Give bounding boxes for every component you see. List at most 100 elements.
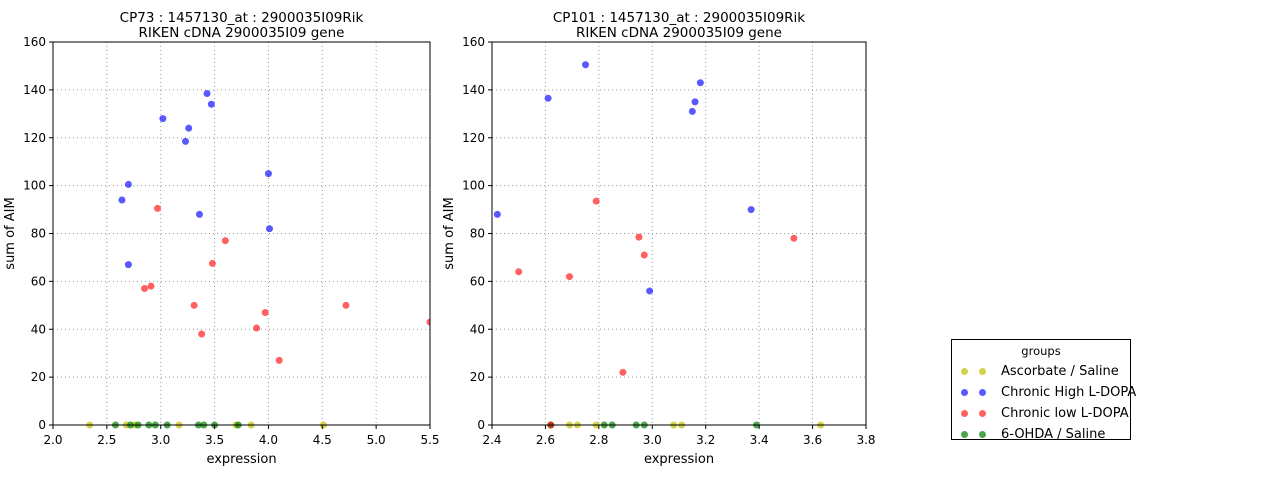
legend-marker-icon <box>979 368 986 375</box>
series <box>493 61 755 295</box>
y-tick-label: 40 <box>31 322 46 336</box>
scatter-point <box>264 170 272 178</box>
legend-box: groups Ascorbate / Saline Chronic High L-… <box>951 339 1136 442</box>
scatter-point <box>646 287 654 295</box>
legend-entry: Chronic low L-DOPA <box>952 403 1130 424</box>
x-tick-label: 3.8 <box>856 433 875 447</box>
y-tick-label: 60 <box>31 274 46 288</box>
x-tick-label: 5.0 <box>367 433 386 447</box>
chart-subtitle: RIKEN cDNA 2900035I09 gene <box>139 25 345 41</box>
x-tick-label: 2.6 <box>536 433 555 447</box>
series <box>118 89 274 269</box>
x-tick-label: 3.5 <box>205 433 224 447</box>
scatter-point <box>198 330 206 338</box>
y-tick-label: 20 <box>31 370 46 384</box>
legend-marker-icon <box>979 410 986 417</box>
legend-entry: Chronic High L-DOPA <box>952 382 1136 403</box>
y-tick-label: 60 <box>470 274 485 288</box>
scatter-point <box>147 282 155 290</box>
y-axis-label: sum of AIM <box>3 197 18 269</box>
scatter-point <box>582 61 589 69</box>
chart-1: 2.4 2.6 2.8 3.0 3.2 3.4 3.6 3.8 0 20 40 60 80 100 120 1… <box>442 10 876 467</box>
legend-entry: 6-OHDA / Saline <box>952 424 1130 445</box>
scatter-point <box>790 234 798 242</box>
points-layer <box>86 89 430 429</box>
scatter-point <box>261 308 269 316</box>
x-tick-label: 5.5 <box>420 433 439 447</box>
scatter-point <box>592 197 600 205</box>
y-tick-label: 20 <box>470 370 485 384</box>
x-tick-label: 3.4 <box>750 433 769 447</box>
scatter-point <box>691 98 699 106</box>
x-tick-label: 2.0 <box>43 433 62 447</box>
scatter-point <box>124 261 132 269</box>
legend-title: groups <box>1021 344 1061 358</box>
x-tick-label: 2.8 <box>589 433 608 447</box>
legend-entry-label: 6-OHDA / Saline <box>1001 427 1106 442</box>
scatter-point <box>153 204 161 212</box>
scatter-point <box>619 368 627 376</box>
y-tick-label: 120 <box>23 131 46 145</box>
x-tick-label: 3.0 <box>643 433 662 447</box>
y-tick-label: 160 <box>23 35 46 49</box>
y-tick-label: 140 <box>23 83 46 97</box>
x-tick-label: 3.0 <box>151 433 170 447</box>
legend-marker-icon <box>979 431 986 438</box>
legend-entries: Ascorbate / Saline Chronic High L-DOPA Chr… <box>952 361 1136 445</box>
legend-marker-icon <box>961 389 968 396</box>
chart-0: 2.0 2.5 3.0 3.5 4.0 4.5 5.0 5.5 0 20 40 60 80 100 120 1… <box>3 10 440 467</box>
scatter-point <box>426 318 430 326</box>
y-tick-label: 160 <box>462 35 485 49</box>
y-tick-label: 100 <box>462 179 485 193</box>
y-tick-label: 140 <box>462 83 485 97</box>
scatter-point <box>515 268 523 276</box>
legend-entry-label: Ascorbate / Saline <box>1001 364 1119 379</box>
scatter-point <box>185 124 193 132</box>
x-tick-label: 3.6 <box>803 433 822 447</box>
scatter-point <box>208 259 216 267</box>
x-axis-label: expression <box>206 452 276 467</box>
scatter-point <box>342 301 350 309</box>
scatter-point <box>207 100 215 108</box>
scatter-point <box>253 324 261 332</box>
scatter-point <box>181 137 189 145</box>
chart-title: CP101 : 1457130_at : 2900035I09Rik <box>553 10 805 26</box>
scatter-point <box>118 196 126 204</box>
scatter-point <box>124 180 132 188</box>
scatter-point <box>747 206 755 214</box>
x-tick-label: 4.5 <box>313 433 332 447</box>
scatter-point <box>696 79 704 87</box>
scatter-point <box>159 115 167 123</box>
series <box>515 197 798 429</box>
y-tick-label: 0 <box>38 418 46 432</box>
legend-marker-icon <box>961 431 968 438</box>
legend-entry-label: Chronic High L-DOPA <box>1001 385 1137 400</box>
scatter-point <box>221 237 229 245</box>
legend-entry: Ascorbate / Saline <box>952 361 1130 382</box>
y-tick-label: 120 <box>462 131 485 145</box>
y-tick-label: 0 <box>477 418 485 432</box>
y-axis-label: sum of AIM <box>442 197 457 269</box>
x-tick-label: 2.5 <box>97 433 116 447</box>
y-tick-label: 100 <box>23 179 46 193</box>
legend-marker-icon <box>961 368 968 375</box>
scatter-point <box>688 107 696 115</box>
scatter-point <box>544 94 552 102</box>
chart-title: CP73 : 1457130_at : 2900035I09Rik <box>120 10 364 26</box>
scatter-point <box>565 273 573 281</box>
scatter-point <box>275 356 283 364</box>
y-tick-label: 80 <box>470 227 485 241</box>
x-tick-label: 2.4 <box>482 433 501 447</box>
scatter-point <box>141 285 149 293</box>
x-tick-label: 4.0 <box>259 433 278 447</box>
legend-marker-icon <box>961 410 968 417</box>
scatter-point <box>635 233 643 241</box>
legend-entry-label: Chronic low L-DOPA <box>1001 406 1129 421</box>
scatter-point <box>190 301 198 309</box>
chart-subtitle: RIKEN cDNA 2900035I09 gene <box>576 25 782 41</box>
x-tick-label: 3.2 <box>696 433 715 447</box>
y-tick-label: 40 <box>470 322 485 336</box>
y-tick-label: 80 <box>31 227 46 241</box>
